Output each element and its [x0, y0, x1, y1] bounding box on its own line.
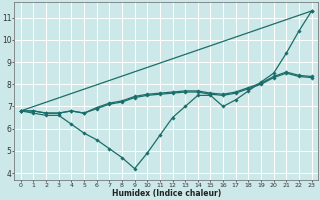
X-axis label: Humidex (Indice chaleur): Humidex (Indice chaleur): [112, 189, 221, 198]
